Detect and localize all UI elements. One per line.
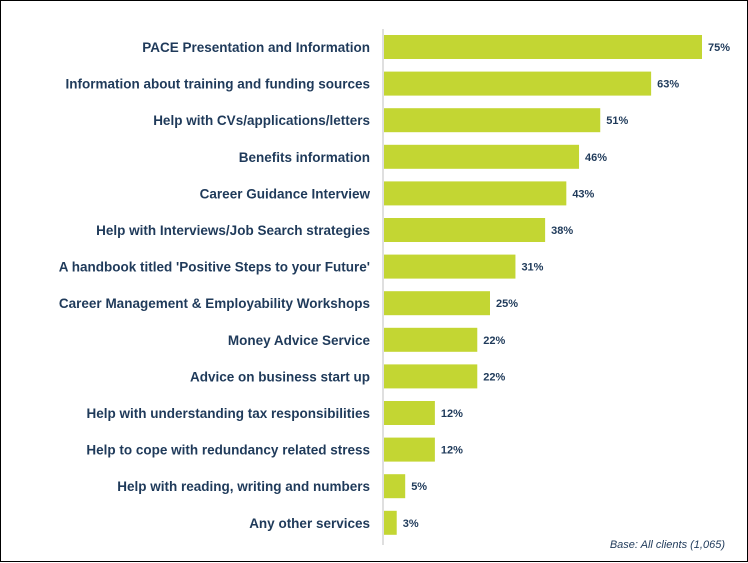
- category-label: Benefits information: [239, 150, 370, 165]
- bar: [384, 254, 516, 279]
- bar: [384, 401, 435, 425]
- value-label: 22%: [483, 335, 505, 347]
- category-label: PACE Presentation and Information: [142, 40, 370, 55]
- bar: [384, 71, 652, 96]
- bar: [384, 35, 702, 59]
- value-label: 75%: [708, 42, 730, 54]
- bar: [384, 218, 546, 242]
- bar: [384, 144, 580, 169]
- bar: [384, 291, 490, 316]
- base-note: Base: All clients (1,065): [609, 539, 725, 551]
- category-label: Help to cope with redundancy related str…: [86, 443, 370, 458]
- value-label: 12%: [441, 445, 463, 457]
- value-label: 22%: [483, 371, 505, 383]
- category-label: Help with CVs/applications/letters: [153, 113, 370, 128]
- value-label: 31%: [521, 262, 543, 274]
- bar: [384, 181, 567, 206]
- value-label: 5%: [411, 481, 427, 493]
- bar: [384, 364, 478, 389]
- bar: [384, 108, 601, 133]
- category-label: Career Guidance Interview: [200, 186, 371, 201]
- category-label: Information about training and funding s…: [66, 77, 371, 92]
- value-label: 46%: [585, 152, 607, 164]
- bar: [384, 474, 406, 499]
- bar: [384, 327, 478, 352]
- value-label: 43%: [572, 188, 594, 200]
- value-label: 25%: [496, 298, 518, 310]
- category-label: Any other services: [249, 516, 370, 531]
- value-label: 12%: [441, 408, 463, 420]
- category-label: Money Advice Service: [228, 333, 371, 348]
- category-label: Advice on business start up: [190, 369, 370, 384]
- category-label: Career Management & Employability Worksh…: [59, 296, 370, 311]
- value-label: 63%: [657, 79, 679, 91]
- value-label: 3%: [403, 518, 419, 530]
- value-label: 38%: [551, 225, 573, 237]
- category-label: A handbook titled 'Positive Steps to you…: [59, 260, 370, 275]
- bar: [384, 510, 397, 535]
- category-label: Help with reading, writing and numbers: [117, 479, 370, 494]
- value-label: 51%: [606, 115, 628, 127]
- bar: [384, 437, 435, 462]
- category-label: Help with understanding tax responsibili…: [86, 406, 370, 421]
- category-label: Help with Interviews/Job Search strategi…: [96, 223, 370, 238]
